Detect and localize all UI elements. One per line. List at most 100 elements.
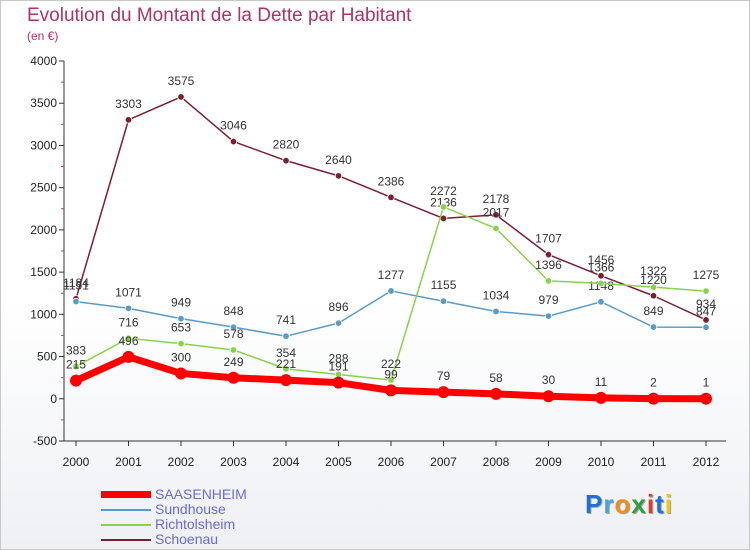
data-label-richtolsheim: 578	[223, 327, 243, 341]
data-label-schoenau: 2640	[325, 153, 352, 167]
data-point-sundhouse	[177, 314, 185, 323]
data-point-saasenheim	[175, 367, 187, 380]
data-label-schoenau: 934	[696, 297, 716, 311]
data-label-saasenheim: 2	[650, 376, 657, 390]
data-point-richtolsheim	[387, 376, 395, 384]
data-label-richtolsheim: 716	[118, 315, 138, 329]
y-tick-label: 3500	[30, 96, 57, 110]
data-label-saasenheim: 215	[66, 358, 86, 372]
data-label-saasenheim: 1	[703, 376, 710, 390]
data-label-richtolsheim: 653	[171, 321, 191, 335]
data-label-saasenheim: 300	[171, 350, 191, 364]
legend-label-schoenau: Schoenau	[155, 531, 219, 547]
data-point-saasenheim	[70, 374, 82, 387]
data-point-sundhouse	[439, 297, 448, 305]
data-point-schoenau	[492, 211, 500, 219]
x-tick-label: 2004	[273, 455, 300, 469]
data-point-sundhouse	[334, 319, 343, 327]
logo-letter: P	[585, 489, 604, 519]
x-tick-label: 2008	[483, 455, 510, 469]
data-point-schoenau	[229, 137, 238, 146]
data-label-richtolsheim: 354	[276, 346, 296, 360]
data-point-sundhouse	[387, 287, 395, 295]
data-point-saasenheim	[227, 371, 240, 384]
data-label-saasenheim: 191	[328, 360, 348, 374]
data-point-sundhouse	[544, 312, 553, 320]
data-point-schoenau	[124, 116, 133, 124]
data-label-sundhouse: 1277	[378, 268, 405, 282]
y-tick-label: 2000	[30, 223, 57, 237]
data-label-schoenau: 2136	[430, 195, 457, 209]
data-point-sundhouse	[649, 323, 658, 331]
data-point-richtolsheim	[702, 287, 710, 295]
x-tick-label: 2007	[430, 455, 457, 469]
x-tick-label: 2011	[641, 455, 667, 469]
data-label-schoenau: 3575	[168, 74, 195, 88]
chart-unit: (en €)	[27, 29, 59, 43]
data-point-richtolsheim	[544, 277, 553, 285]
data-point-richtolsheim	[124, 334, 133, 343]
data-label-sundhouse: 949	[171, 296, 191, 310]
data-point-saasenheim	[437, 386, 450, 399]
data-point-schoenau	[177, 93, 185, 101]
data-label-schoenau: 2178	[483, 192, 510, 206]
data-label-sundhouse: 1155	[431, 278, 457, 292]
data-label-schoenau: 1456	[588, 253, 615, 267]
data-point-richtolsheim	[72, 362, 80, 371]
data-label-sundhouse: 848	[223, 304, 243, 318]
data-label-schoenau: 2386	[378, 174, 405, 188]
data-label-saasenheim: 221	[276, 357, 296, 371]
data-point-saasenheim	[490, 387, 502, 400]
legend-swatch-saasenheim	[101, 491, 151, 498]
legend-swatch-sundhouse	[101, 509, 151, 511]
data-point-saasenheim	[542, 390, 555, 403]
data-point-schoenau	[702, 316, 710, 324]
data-label-sundhouse: 1034	[483, 288, 510, 302]
data-label-richtolsheim: 1322	[640, 264, 667, 278]
data-label-richtolsheim: 383	[66, 343, 86, 357]
data-point-saasenheim	[385, 384, 397, 397]
data-point-sundhouse	[282, 332, 290, 340]
chart-title: Evolution du Montant de la Dette par Hab…	[27, 5, 412, 26]
data-point-richtolsheim	[177, 339, 185, 348]
legend-label-richtolsheim: Richtolsheim	[155, 516, 236, 532]
proxiti-logo: Proxiti	[585, 489, 673, 520]
data-label-saasenheim: 496	[118, 334, 138, 348]
x-tick-label: 2005	[325, 455, 352, 469]
data-label-richtolsheim: 1275	[693, 268, 720, 282]
data-label-schoenau: 3046	[220, 119, 247, 133]
logo-letter: r	[603, 489, 615, 519]
data-label-saasenheim: 79	[437, 369, 451, 383]
data-label-richtolsheim: 222	[381, 357, 401, 371]
data-label-schoenau: 1184	[63, 276, 89, 290]
legend-label-saasenheim: SAASENHEIM	[155, 486, 247, 502]
data-label-sundhouse: 1151	[63, 279, 89, 293]
data-point-schoenau	[387, 193, 395, 201]
x-tick-label: 2010	[588, 455, 615, 469]
data-label-richtolsheim: 2017	[483, 205, 510, 219]
x-tick-label: 2003	[220, 455, 247, 469]
data-point-sundhouse	[229, 323, 238, 331]
data-point-sundhouse	[72, 297, 80, 306]
data-point-schoenau	[334, 172, 343, 180]
data-point-saasenheim	[700, 392, 712, 405]
logo-letter: o	[614, 489, 632, 519]
x-tick-label: 2002	[168, 455, 195, 469]
y-tick-label: -500	[33, 434, 57, 448]
data-point-schoenau	[597, 272, 605, 280]
data-point-schoenau	[544, 250, 553, 259]
data-label-sundhouse: 1071	[115, 285, 142, 299]
data-point-richtolsheim	[229, 346, 238, 354]
data-point-richtolsheim	[597, 279, 605, 288]
data-label-sundhouse: 741	[276, 313, 296, 327]
x-tick-label: 2001	[115, 455, 142, 469]
data-point-richtolsheim	[439, 203, 448, 211]
y-tick-label: 3000	[30, 138, 57, 152]
data-label-richtolsheim: 288	[328, 351, 348, 365]
legend-swatch-richtolsheim	[101, 524, 151, 526]
data-label-saasenheim: 99	[384, 367, 398, 381]
data-point-sundhouse	[492, 307, 500, 316]
data-label-richtolsheim: 1396	[535, 258, 562, 272]
